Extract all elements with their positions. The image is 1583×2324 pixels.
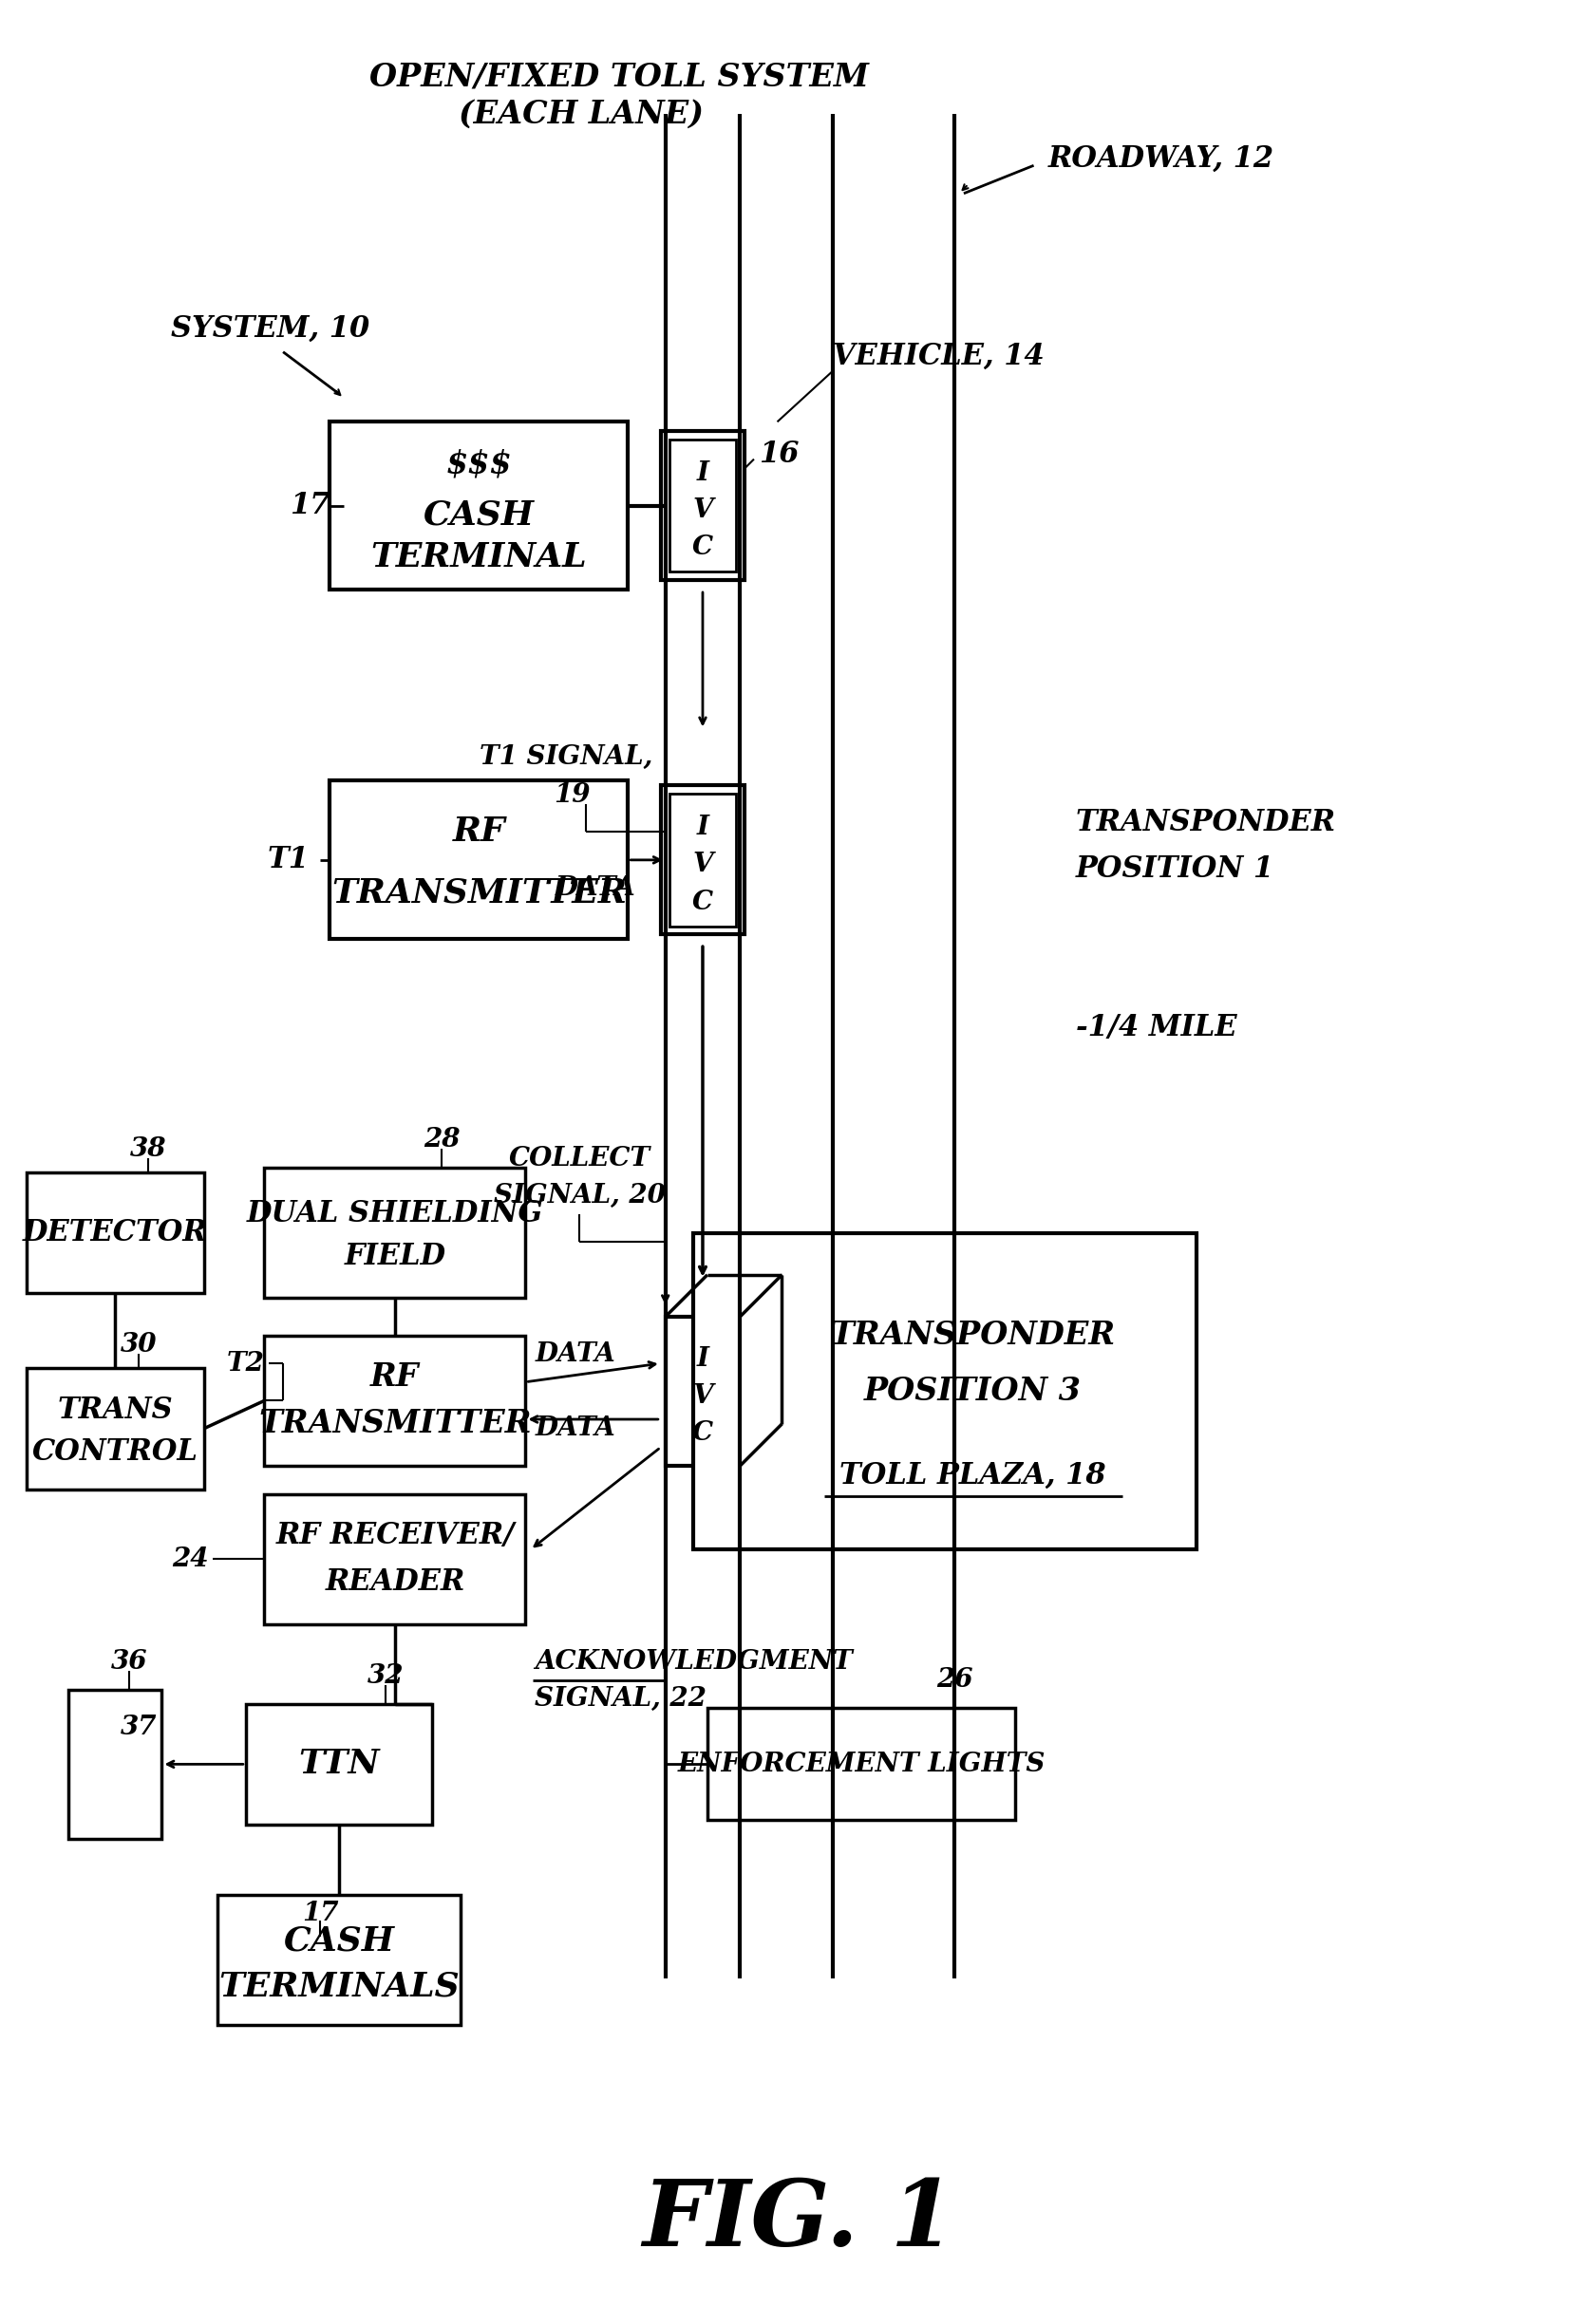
Text: 17: 17 [302, 1901, 339, 1927]
Text: T2: T2 [226, 1350, 264, 1376]
Text: RF: RF [453, 816, 505, 848]
Text: -1/4 MILE: -1/4 MILE [1076, 1013, 1236, 1043]
Text: DETECTOR: DETECTOR [22, 1218, 207, 1248]
Text: 37: 37 [120, 1715, 157, 1741]
Text: I: I [697, 813, 709, 841]
Bar [660, 432, 744, 581]
Text: 36: 36 [111, 1648, 147, 1676]
Text: 32: 32 [367, 1664, 404, 1690]
Text: POSITION 1: POSITION 1 [1076, 855, 1274, 883]
Text: ACKNOWLEDGMENT: ACKNOWLEDGMENT [535, 1648, 853, 1676]
Bar [218, 1894, 461, 2024]
Bar [27, 1369, 204, 1490]
Text: V: V [692, 853, 712, 878]
Text: ROADWAY, 12: ROADWAY, 12 [1048, 144, 1274, 174]
Bar [68, 1690, 161, 1838]
Bar [245, 1703, 432, 1824]
Text: (EACH LANE): (EACH LANE) [459, 98, 704, 130]
Text: 19: 19 [554, 781, 590, 806]
Text: CONTROL: CONTROL [32, 1436, 198, 1466]
Text: 26: 26 [936, 1669, 972, 1694]
Text: SIGNAL, 20: SIGNAL, 20 [494, 1183, 665, 1208]
Text: CASH: CASH [283, 1924, 394, 1957]
Text: SYSTEM, 10: SYSTEM, 10 [171, 314, 370, 344]
Bar [670, 795, 736, 927]
Text: DATA: DATA [535, 1415, 616, 1441]
Text: CASH: CASH [423, 500, 535, 532]
Bar [329, 423, 628, 590]
Bar [264, 1336, 526, 1466]
Text: 16: 16 [758, 439, 799, 469]
Text: VEHICLE, 14: VEHICLE, 14 [833, 342, 1045, 372]
Text: COLLECT: COLLECT [508, 1146, 651, 1171]
Text: $$$: $$$ [446, 449, 511, 479]
Text: T1 SIGNAL,: T1 SIGNAL, [480, 744, 652, 769]
Text: DATA: DATA [535, 1341, 616, 1367]
Text: TRANSMITTER: TRANSMITTER [258, 1408, 532, 1439]
Text: TOLL PLAZA, 18: TOLL PLAZA, 18 [841, 1459, 1107, 1490]
Text: DUAL SHIELDING: DUAL SHIELDING [247, 1199, 543, 1229]
Text: TRANSMITTER: TRANSMITTER [331, 876, 627, 909]
Text: TERMINAL: TERMINAL [370, 541, 587, 574]
Text: TRANSPONDER: TRANSPONDER [831, 1320, 1116, 1350]
Text: I: I [697, 1346, 709, 1371]
Text: I: I [697, 460, 709, 486]
Text: C: C [692, 890, 714, 916]
Text: 17: 17 [290, 490, 329, 521]
Text: RF: RF [370, 1362, 419, 1392]
Text: FIG. 1: FIG. 1 [643, 2175, 955, 2266]
Text: TRANS: TRANS [57, 1394, 173, 1425]
Bar [670, 439, 736, 572]
Text: 24: 24 [173, 1545, 209, 1571]
Text: DATA: DATA [556, 876, 636, 902]
Text: FIELD: FIELD [344, 1241, 446, 1271]
Text: TRANSPONDER: TRANSPONDER [1076, 809, 1336, 837]
Bar [27, 1171, 204, 1294]
Text: ENFORCEMENT LIGHTS: ENFORCEMENT LIGHTS [678, 1752, 1045, 1778]
Bar [264, 1494, 526, 1624]
Bar [665, 1318, 739, 1466]
Text: 38: 38 [130, 1136, 166, 1162]
Bar [693, 1232, 1197, 1550]
Text: TERMINALS: TERMINALS [218, 1971, 459, 2003]
Text: OPEN/FIXED TOLL SYSTEM: OPEN/FIXED TOLL SYSTEM [369, 60, 869, 93]
Text: V: V [692, 497, 712, 523]
Text: POSITION 3: POSITION 3 [864, 1376, 1081, 1406]
Text: C: C [692, 1420, 714, 1446]
Bar [264, 1167, 526, 1299]
Bar [708, 1708, 1015, 1820]
Bar [329, 781, 628, 939]
Text: 28: 28 [423, 1127, 461, 1153]
Text: READER: READER [325, 1569, 465, 1597]
Bar [660, 786, 744, 934]
Text: C: C [692, 535, 714, 560]
Text: V: V [692, 1383, 712, 1408]
Text: RF RECEIVER/: RF RECEIVER/ [275, 1522, 514, 1550]
Text: 30: 30 [120, 1332, 157, 1357]
Text: TTN: TTN [299, 1748, 380, 1780]
Text: T1: T1 [268, 846, 309, 874]
Text: SIGNAL, 22: SIGNAL, 22 [535, 1687, 706, 1713]
